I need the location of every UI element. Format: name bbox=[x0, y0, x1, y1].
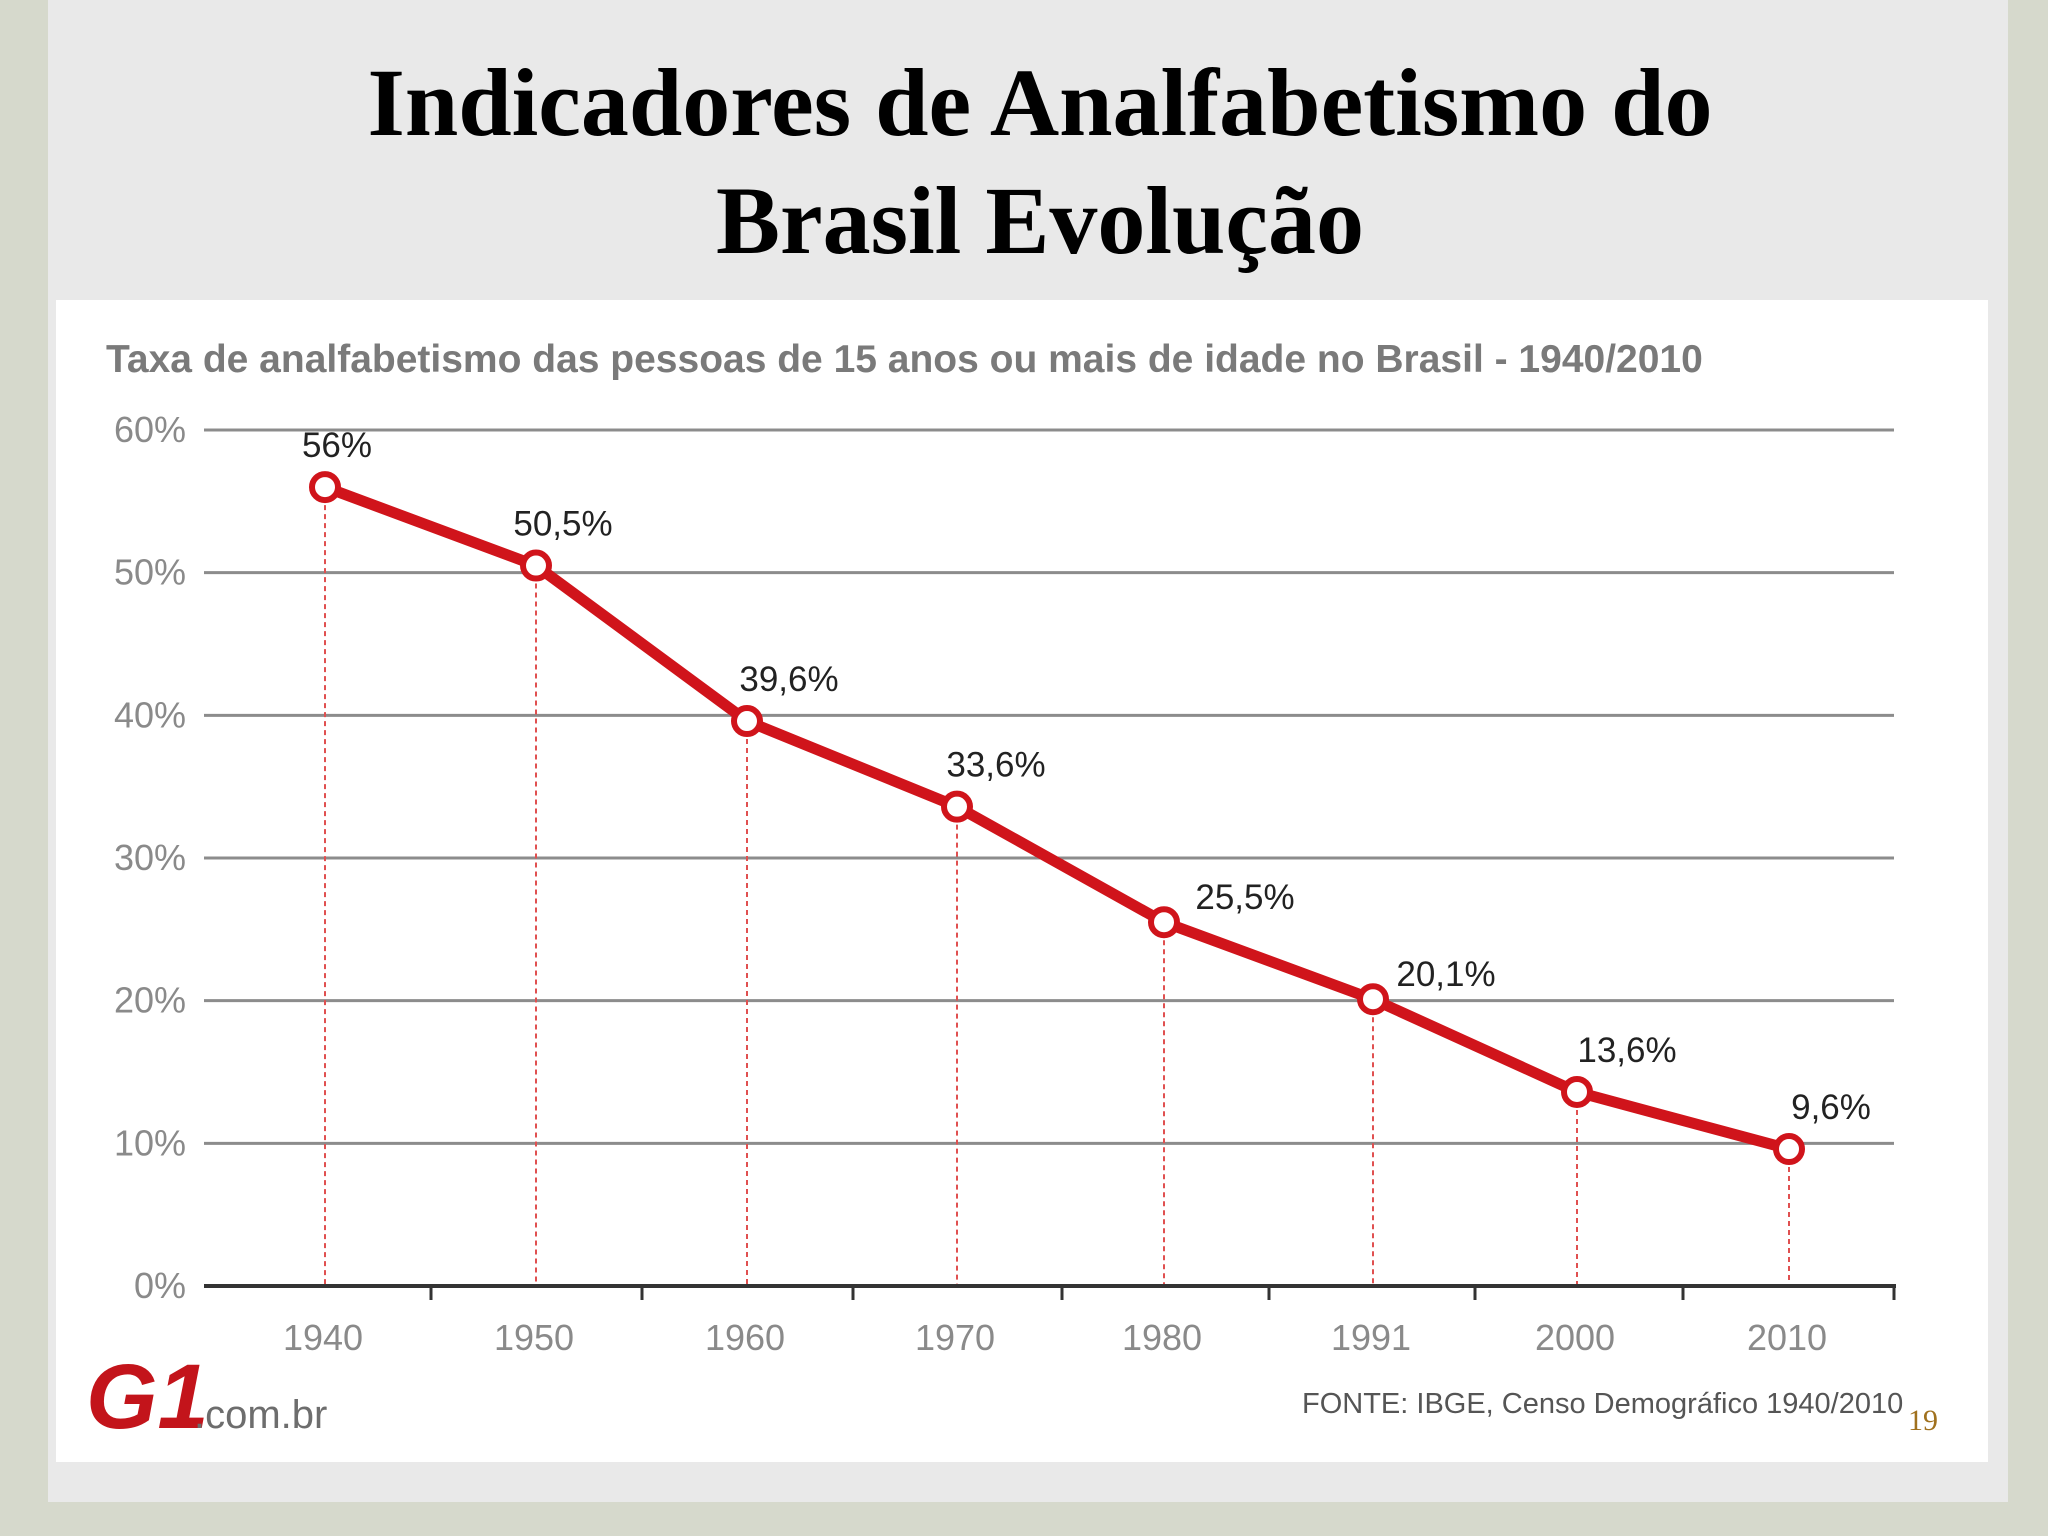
data-point bbox=[1357, 983, 1389, 1016]
series-line-path bbox=[319, 481, 1795, 1155]
chart-source: FONTE: IBGE, Censo Demográfico 1940/2010 bbox=[1302, 1388, 1903, 1420]
data-point bbox=[520, 549, 552, 582]
x-tick-label: 1980 bbox=[1122, 1317, 1202, 1358]
slide-title-line-2: Brasil Evolução bbox=[715, 167, 1365, 274]
data-label: 13,6% bbox=[1577, 1031, 1676, 1070]
data-point bbox=[731, 705, 763, 738]
x-tick-label: 1950 bbox=[494, 1317, 574, 1358]
page-number: 19 bbox=[1908, 1404, 1938, 1437]
chart-title: Taxa de analfabetismo das pessoas de 15 … bbox=[106, 338, 1703, 381]
g1-logo: G1 .com.br bbox=[86, 1346, 327, 1448]
data-label: 33,6% bbox=[946, 746, 1045, 785]
data-point bbox=[941, 790, 973, 823]
data-label: 25,5% bbox=[1195, 878, 1294, 917]
g1-logo-mark: G1 bbox=[86, 1346, 209, 1448]
y-tick-label: 60% bbox=[114, 409, 186, 450]
y-tick-label: 50% bbox=[114, 552, 186, 593]
x-tick-label: 1991 bbox=[1331, 1317, 1411, 1358]
data-point bbox=[1561, 1075, 1593, 1108]
data-label: 9,6% bbox=[1791, 1088, 1871, 1127]
x-tick-label: 1970 bbox=[915, 1317, 995, 1358]
series-line bbox=[319, 481, 1795, 1155]
y-tick-label: 10% bbox=[114, 1122, 186, 1163]
slide-border-right bbox=[2008, 0, 2048, 1536]
x-axis bbox=[204, 1284, 1896, 1300]
y-axis-tick-labels: 0% 10% 20% 30% 40% 50% 60% bbox=[114, 409, 186, 1306]
data-label: 56% bbox=[302, 426, 372, 465]
data-point bbox=[1148, 906, 1180, 939]
chart-panel: Taxa de analfabetismo das pessoas de 15 … bbox=[56, 300, 1988, 1462]
slide-title-line-1: Indicadores de Analfabetismo do bbox=[367, 49, 1713, 156]
data-label: 39,6% bbox=[739, 660, 838, 699]
data-label: 50,5% bbox=[513, 505, 612, 544]
data-point bbox=[1773, 1133, 1805, 1166]
g1-logo-suffix: .com.br bbox=[194, 1393, 327, 1437]
data-labels: 56% 50,5% 39,6% 33,6% 25,5% 20,1% 13,6% 9,6% bbox=[302, 426, 1871, 1127]
x-tick-label: 2010 bbox=[1747, 1317, 1827, 1358]
x-axis-tick-labels: 1940 1950 1960 1970 1980 1991 2000 2010 bbox=[283, 1317, 1827, 1358]
x-tick-label: 2000 bbox=[1535, 1317, 1615, 1358]
drop-lines bbox=[324, 487, 1790, 1286]
x-tick-label: 1940 bbox=[283, 1317, 363, 1358]
slide-border-bottom bbox=[0, 1502, 2048, 1536]
y-tick-label: 30% bbox=[114, 837, 186, 878]
x-tick-label: 1960 bbox=[705, 1317, 785, 1358]
y-tick-label: 0% bbox=[134, 1265, 186, 1306]
data-label: 20,1% bbox=[1396, 955, 1495, 994]
line-chart: Taxa de analfabetismo das pessoas de 15 … bbox=[86, 338, 1903, 1448]
data-markers bbox=[309, 471, 1805, 1166]
slide-border-left bbox=[0, 0, 48, 1536]
slide-title: Indicadores de Analfabetismo do Brasil E… bbox=[160, 44, 1920, 280]
y-tick-label: 20% bbox=[114, 980, 186, 1021]
y-tick-label: 40% bbox=[114, 694, 186, 735]
data-point bbox=[309, 471, 341, 504]
